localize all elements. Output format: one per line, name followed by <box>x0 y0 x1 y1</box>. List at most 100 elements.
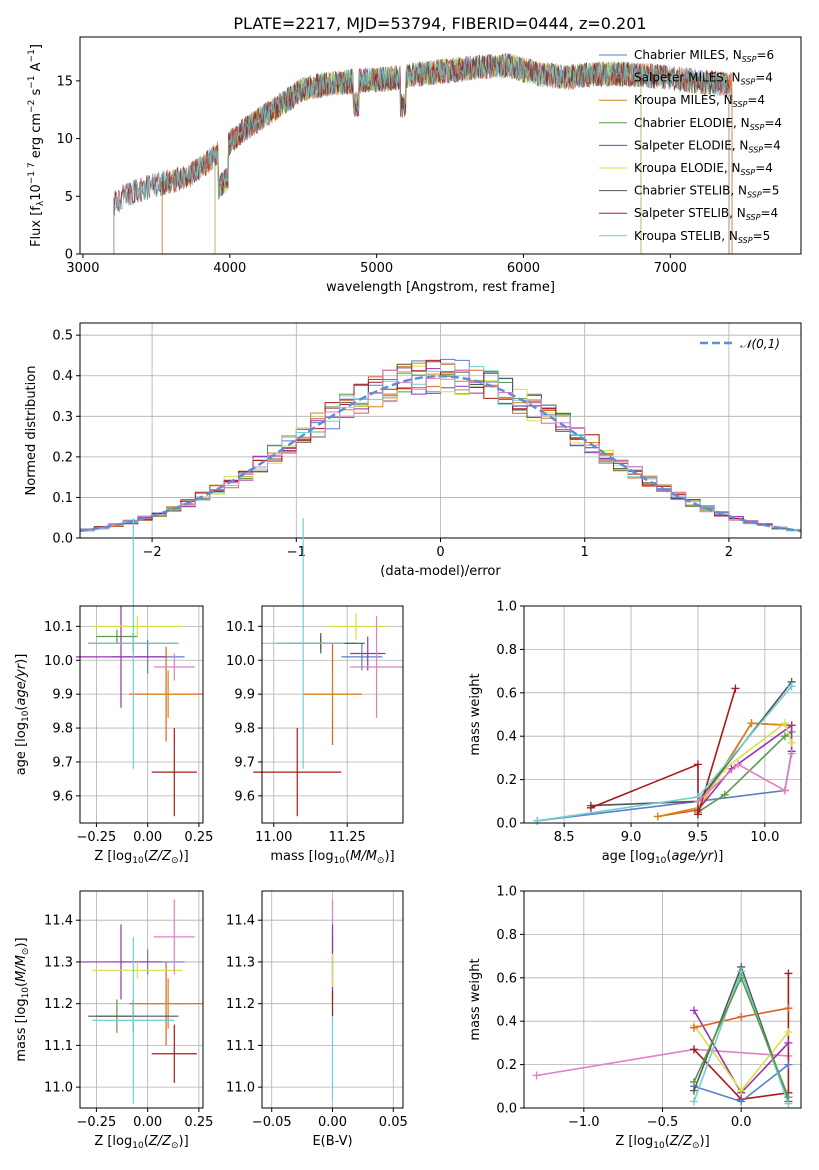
errorbar-point <box>309 670 356 718</box>
mass-vs-metallicity-panel: −0.25 0.00 0.25 11.0 11.1 11.2 11.3 11.4 Z [log1… <box>14 890 213 1151</box>
x-tick-label: −0.05 <box>252 1115 292 1130</box>
x-axis-label: (data-model)/error <box>380 564 501 579</box>
x-tick-label: 0 <box>436 545 444 560</box>
errorbar-point <box>96 629 138 644</box>
y-tick-label: 9.6 <box>234 789 255 804</box>
y-tick-label: 0.2 <box>52 450 73 465</box>
series-marker <box>689 1006 698 1015</box>
x-axis-label: wavelength [Angstrom, rest frame] <box>326 280 555 295</box>
errorbar-point <box>326 612 386 640</box>
x-tick-label: −0.25 <box>76 830 116 845</box>
y-tick-label: 10.0 <box>44 654 73 669</box>
y-tick-label: 0.0 <box>496 817 517 832</box>
y-tick-label: 0.2 <box>496 1058 517 1073</box>
x-tick-label: −1.0 <box>568 1115 600 1130</box>
series-marker <box>689 1097 698 1106</box>
y-tick-label: 11.1 <box>44 1039 73 1054</box>
errorbar-point <box>350 636 386 671</box>
series-marker <box>780 786 789 795</box>
errorbar-point <box>80 924 162 1000</box>
y-tick-label: 10.1 <box>226 620 255 635</box>
series-line <box>697 753 793 802</box>
y-tick-label: 0 <box>65 248 73 263</box>
y-tick-label: 9.9 <box>234 688 255 703</box>
x-tick-label: 8.5 <box>554 830 575 845</box>
y-tick-label: 5 <box>65 190 73 205</box>
legend-entry: Salpeter MILES, NSSP=4 <box>634 71 773 87</box>
legend-entry: Kroupa ELODIE, NSSP=4 <box>634 161 773 177</box>
gridlines <box>80 891 203 1108</box>
series-marker <box>737 1086 746 1095</box>
age-vs-mass-panel: 11.00 11.25 9.6 9.7 9.8 9.9 10.0 10.1 mass [log1… <box>226 517 404 866</box>
y-axis-label: Normed distribution <box>24 366 39 496</box>
y-tick-label: 9.6 <box>52 789 73 804</box>
series-marker <box>787 749 796 758</box>
x-axis-label: Z [log10(Z/Z⊙)] <box>615 1134 709 1151</box>
series-marker <box>787 721 796 730</box>
residuals-histogram-panel: −2 −1 0 1 2 0.0 0.1 0.2 0.3 0.4 0.5 (data-model)/er… <box>24 322 802 579</box>
axes-frame: −0.25 0.00 0.25 9.6 9.7 9.8 9.9 10.0 10.1 Z [log1… <box>14 605 213 866</box>
x-tick-label: 9.5 <box>688 830 709 845</box>
plot-frame <box>79 36 802 255</box>
y-tick-label: 1.0 <box>496 600 517 615</box>
legend: Chabrier MILES, NSSP=6 Salpeter MILES, NS… <box>599 48 782 245</box>
errorbar-point <box>153 653 195 681</box>
series-marker <box>784 1093 793 1102</box>
y-tick-label: 0.0 <box>496 1102 517 1117</box>
series-marker <box>747 719 756 728</box>
x-tick-label: −0.5 <box>647 1115 679 1130</box>
series <box>533 677 796 825</box>
spectrum-line <box>113 53 730 254</box>
series-marker <box>787 682 796 691</box>
plot-frame <box>79 890 204 1109</box>
series-marker <box>784 969 793 978</box>
y-tick-label: 11.2 <box>226 997 255 1012</box>
series-marker <box>689 1077 698 1086</box>
x-tick-label: 2 <box>725 545 733 560</box>
legend-entry: 𝒩(0,1) <box>740 337 780 351</box>
errorbar-point <box>151 1024 197 1083</box>
errorbar-point <box>253 728 342 817</box>
x-tick-label: 0.00 <box>133 830 162 845</box>
series-marker <box>731 684 740 693</box>
legend: 𝒩(0,1) <box>700 337 780 351</box>
y-tick-label: 0.8 <box>496 643 517 658</box>
figure-title: PLATE=2217, MJD=53794, FIBERID=0444, z=0… <box>233 14 646 33</box>
spectrum-panel: 3000 4000 5000 6000 7000 0 5 10 15 wavelength [An… <box>27 36 802 295</box>
x-tick-label: 5000 <box>360 261 393 276</box>
series-marker <box>693 797 702 806</box>
plot-frame <box>261 605 404 824</box>
x-tick-label: 3000 <box>66 261 99 276</box>
series-marker <box>780 732 789 741</box>
y-axis-label: Flux [fλ10−1 7 erg cm−2 s−1 A−1] <box>27 44 46 247</box>
age-vs-metallicity-panel: −0.25 0.00 0.25 9.6 9.7 9.8 9.9 10.0 10.1 Z [log1… <box>14 517 213 866</box>
y-tick-label: 11.2 <box>44 997 73 1012</box>
series-marker <box>737 1012 746 1021</box>
errorbar-point <box>153 899 195 975</box>
series <box>532 962 793 1108</box>
y-tick-label: 9.7 <box>52 755 73 770</box>
series-marker <box>784 1028 793 1037</box>
y-tick-label: 0.4 <box>52 369 73 384</box>
errorbar-point <box>350 616 403 718</box>
histogram-step <box>80 369 801 531</box>
x-axis-label: age [log10(age/yr)] <box>602 849 724 866</box>
series-line <box>590 688 737 815</box>
mass-weight-vs-metallicity-panel: −1.0 −0.5 0.0 0.0 0.2 0.4 0.6 0.8 1.0 Z [log10(Z/… <box>468 885 802 1151</box>
errorbars <box>75 517 203 817</box>
legend-entry: Chabrier ELODIE, NSSP=4 <box>634 116 782 132</box>
y-tick-label: 10.0 <box>226 654 255 669</box>
x-tick-label: −2 <box>143 545 162 560</box>
y-tick-label: 0.3 <box>52 410 73 425</box>
y-tick-label: 11.1 <box>226 1039 255 1054</box>
series-marker <box>532 1071 541 1080</box>
y-tick-label: 9.7 <box>234 755 255 770</box>
axes-frame: 8.5 9.0 9.5 10.0 0.0 0.2 0.4 0.6 0.8 1.0 age [log1… <box>468 600 802 866</box>
y-tick-label: 9.8 <box>234 722 255 737</box>
series-line <box>697 723 793 811</box>
series-marker <box>784 1038 793 1047</box>
errorbar-point <box>341 643 383 671</box>
x-tick-label: 0.25 <box>184 1115 213 1130</box>
legend-entry: Salpeter STELIB, NSSP=4 <box>634 206 778 222</box>
